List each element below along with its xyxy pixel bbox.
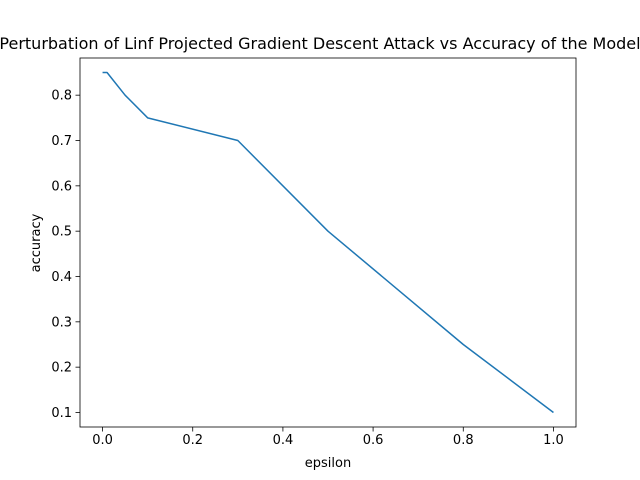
y-tick-label: 0.7 [51,134,72,149]
axes-frame [79,57,577,428]
y-tick-label: 0.4 [51,270,72,285]
x-tick-label: 0.0 [92,433,113,448]
y-axis-label: accuracy [29,213,44,272]
y-tick-label: 0.5 [51,225,72,240]
y-tick-label: 0.3 [51,315,72,330]
x-axis-label: epsilon [305,456,351,471]
series-line-0 [102,71,554,414]
y-tick-label: 0.1 [51,406,72,421]
x-tick-label: 1.0 [543,433,564,448]
x-tick-label: 0.4 [273,433,294,448]
x-tick-label: 0.2 [182,433,203,448]
chart-title: Perturbation of Linf Projected Gradient … [0,34,640,53]
y-axis-ticks: 0.1 0.2 0.3 0.4 0.5 0.6 0.7 0.8 [51,89,80,421]
plot-area [79,57,577,428]
x-tick-label: 0.6 [363,433,384,448]
y-tick-label: 0.8 [51,89,72,104]
x-tick-label: 0.8 [453,433,474,448]
y-tick-label: 0.6 [51,179,72,194]
y-tick-label: 0.2 [51,361,72,376]
x-axis-ticks: 0.0 0.2 0.4 0.6 0.8 1.0 [92,427,564,448]
